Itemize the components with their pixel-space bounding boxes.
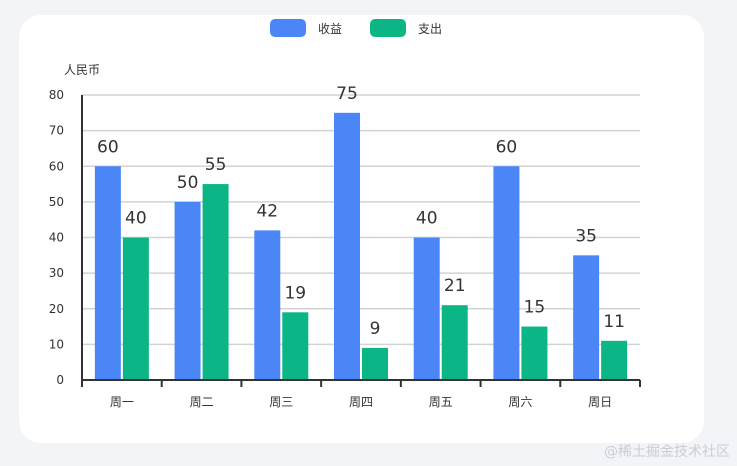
bar-revenue: [334, 112, 360, 380]
bar-expense: [521, 326, 548, 380]
x-tick-label: 周五: [429, 395, 453, 409]
bar-expense: [202, 184, 229, 380]
axes: 0 10 20 30 40 50 60 70 80 周一 周二 周三 周四 周五 周六 周日: [49, 88, 641, 409]
bar-value-label: 50: [177, 173, 199, 193]
legend-label-revenue: 收益: [318, 21, 343, 36]
legend-item-revenue[interactable]: 收益: [270, 19, 342, 37]
bar-value-label: 60: [97, 137, 119, 157]
x-tick-label: 周一: [110, 395, 134, 409]
bar-value-label: 11: [603, 312, 625, 332]
legend: 收益 支出: [270, 19, 442, 37]
legend-swatch-expense: [370, 19, 407, 37]
legend-label-expense: 支出: [418, 21, 443, 36]
bar-value-label: 75: [336, 84, 358, 104]
y-tick-label: 30: [49, 266, 64, 280]
bar-value-label: 21: [444, 276, 466, 296]
y-tick-label: 80: [49, 88, 64, 102]
bar-revenue: [573, 255, 600, 380]
bar-expense: [601, 340, 628, 380]
y-tick-label: 10: [49, 337, 64, 351]
bar-revenue: [254, 230, 281, 380]
bar-value-label: 42: [256, 201, 278, 221]
x-tick-label: 周六: [508, 395, 532, 409]
grid-lines: [82, 94, 640, 346]
x-tick-label: 周日: [588, 395, 612, 409]
bar-expense: [282, 312, 309, 380]
bars: [94, 112, 628, 380]
watermark: @稀土掘金技术社区: [604, 444, 730, 460]
y-tick-label: 60: [49, 159, 64, 173]
bar-value-label: 35: [575, 226, 597, 246]
legend-item-expense[interactable]: 支出: [370, 19, 442, 37]
bar-revenue: [94, 166, 121, 380]
bar-revenue: [413, 237, 440, 380]
bar-expense: [122, 237, 149, 380]
y-tick-label: 40: [49, 231, 64, 245]
y-tick-label: 70: [49, 124, 64, 138]
bar-value-label: 9: [370, 319, 381, 339]
bar-value-label: 55: [205, 155, 227, 175]
data-labels: 60 50 42 75 40 60 35 40 55 19 9 21 15 11: [97, 84, 625, 339]
bar-revenue: [493, 166, 520, 380]
bar-value-label: 19: [284, 283, 306, 303]
bar-expense: [441, 305, 468, 380]
y-tick-label: 50: [49, 195, 64, 209]
y-tick-label: 20: [49, 302, 64, 316]
y-axis-title: 人民币: [64, 63, 100, 77]
legend-swatch-revenue: [270, 19, 306, 37]
bar-value-label: 40: [125, 209, 147, 229]
x-tick-label: 周二: [190, 395, 214, 409]
x-tick-label: 周四: [349, 395, 373, 409]
bar-value-label: 15: [524, 298, 546, 318]
x-tick-label: 周三: [269, 395, 293, 409]
bar-value-label: 60: [496, 137, 518, 157]
bar-value-label: 40: [416, 209, 438, 229]
y-tick-label: 0: [56, 373, 64, 387]
bar-revenue: [174, 201, 201, 380]
bar-expense: [362, 347, 388, 380]
